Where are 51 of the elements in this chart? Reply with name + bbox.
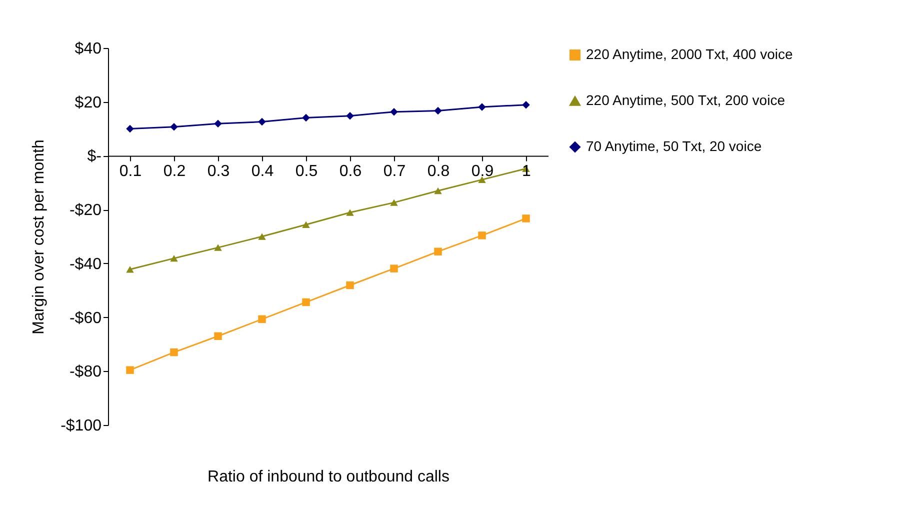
point [346,209,354,216]
y-tick-label: $- [87,148,102,166]
point [170,348,178,356]
y-tick-label: -$40 [69,256,102,273]
point [434,187,442,194]
x-tick-label: 0.9 [471,163,494,180]
point [390,264,398,272]
point [434,106,442,115]
point [126,266,134,273]
point [478,103,486,111]
point [126,124,134,133]
y-tick-label: -$100 [60,418,102,434]
x-tick-label: 0.5 [295,163,318,180]
point [170,254,178,262]
point [258,233,266,240]
legend-label: 70 Anytime, 50 Txt, 20 voice [586,138,762,154]
point [214,244,222,251]
point [214,332,222,340]
legend-label: 220 Anytime, 2000 Txt, 400 voice [586,46,793,62]
point [258,315,266,324]
x-tick-label: 0.4 [251,163,274,180]
y-tick-label: -$20 [69,202,102,220]
y-tick-label: $40 [74,40,102,58]
x-tick-label: 0.1 [119,163,142,180]
point [522,214,530,222]
y-tick-label: -$60 [69,310,102,327]
y-axis-title: Margin over cost per month [30,140,48,334]
x-tick-label: 0.7 [383,163,406,180]
point [478,232,486,240]
point [302,114,310,122]
point [170,123,178,131]
point [346,281,354,290]
x-tick-label: 0.2 [163,163,186,180]
point [390,108,398,116]
point [478,176,486,184]
point [126,366,134,374]
point [214,120,222,128]
point [302,221,310,228]
point [258,118,266,126]
y-tick-label: -$80 [69,364,102,381]
legend-label: 220 Anytime, 500 Txt, 200 voice [586,92,786,108]
point [522,100,530,109]
y-tick-label: $20 [74,94,102,112]
point [390,199,398,206]
x-axis-title: Ratio of inbound to outbound calls [208,468,450,486]
x-tick-label: 0.8 [427,163,450,180]
point [434,248,442,256]
x-tick-label: 0.3 [207,163,230,180]
point [346,112,354,120]
point [302,298,310,306]
x-tick-label: 0.6 [339,163,362,180]
